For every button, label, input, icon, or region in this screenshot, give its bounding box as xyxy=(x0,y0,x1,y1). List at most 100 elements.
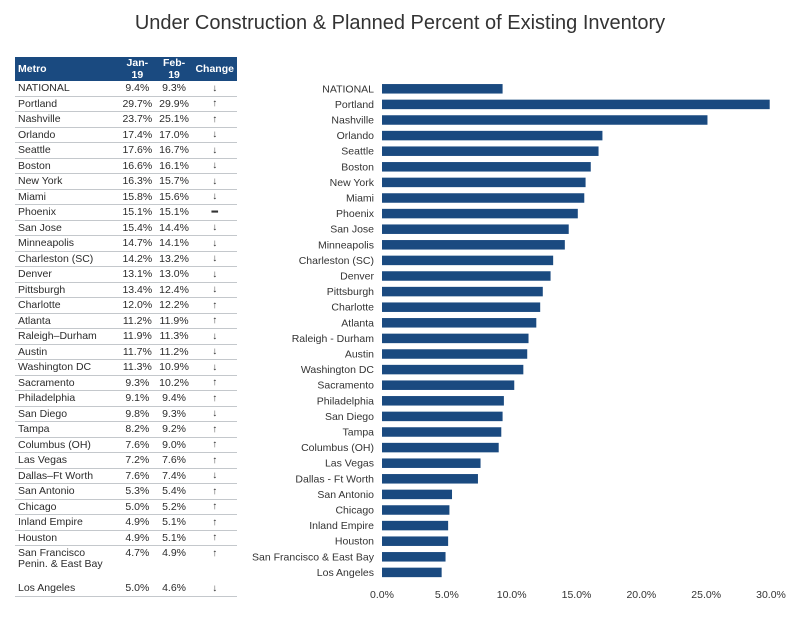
metro-cell: San Diego xyxy=(15,406,119,422)
arrow-down-icon: ↓ xyxy=(192,235,237,252)
metro-cell: Raleigh–Durham xyxy=(15,328,119,345)
jan-value-cell: 14.7% xyxy=(119,235,156,252)
category-label: Inland Empire xyxy=(309,520,374,532)
bar xyxy=(382,162,591,172)
feb-value-cell: 11.3% xyxy=(155,328,193,345)
arrow-down-icon: ↓ xyxy=(192,81,237,97)
feb-value-cell: 12.4% xyxy=(155,282,193,298)
category-label: Austin xyxy=(345,349,374,361)
header-metro: Metro xyxy=(15,57,119,81)
bar xyxy=(382,240,565,250)
table-row: San Diego 9.8% 9.3% ↓ xyxy=(15,406,237,422)
table-row: Charleston (SC) 14.2% 13.2% ↓ xyxy=(15,251,237,267)
category-label: San Antonio xyxy=(317,489,374,501)
table-row: San Jose 15.4% 14.4% ↓ xyxy=(15,220,237,236)
arrow-up-icon: ↑ xyxy=(192,297,237,314)
category-label: NATIONAL xyxy=(322,83,374,95)
arrow-up-icon: ↑ xyxy=(192,452,237,469)
feb-value-cell: 9.3% xyxy=(155,406,193,422)
metro-cell: Washington DC xyxy=(15,359,119,376)
arrow-down-icon: ↓ xyxy=(192,328,237,345)
feb-value-cell: 9.2% xyxy=(155,421,193,438)
metro-cell: Seattle xyxy=(15,142,119,159)
jan-value-cell: 4.7% xyxy=(119,545,156,580)
bar xyxy=(382,536,449,546)
metro-cell: Denver xyxy=(15,266,119,283)
table-row: New York 16.3% 15.7% ↓ xyxy=(15,173,237,190)
dash-icon: ━ xyxy=(192,204,237,221)
arrow-up-icon: ↑ xyxy=(192,390,237,407)
table-row: Charlotte 12.0% 12.2% ↑ xyxy=(15,297,237,314)
table-row: Orlando 17.4% 17.0% ↓ xyxy=(15,127,237,143)
arrow-up-icon: ↑ xyxy=(192,514,237,531)
metro-cell: Nashville xyxy=(15,111,119,128)
bar xyxy=(382,380,515,390)
table-row: Atlanta 11.2% 11.9% ↑ xyxy=(15,313,237,329)
jan-value-cell: 13.4% xyxy=(119,282,156,298)
bar xyxy=(382,224,569,234)
bar xyxy=(382,333,529,344)
table-row: Tampa 8.2% 9.2% ↑ xyxy=(15,421,237,438)
arrow-up-icon: ↑ xyxy=(192,530,237,546)
bar xyxy=(382,520,449,531)
table-row: Seattle 17.6% 16.7% ↓ xyxy=(15,142,237,159)
category-label: Boston xyxy=(341,161,374,173)
category-label: Phoenix xyxy=(336,208,375,220)
x-tick-label: 20.0% xyxy=(626,589,656,601)
metro-cell: Charlotte xyxy=(15,297,119,314)
metro-cell: Orlando xyxy=(15,127,119,143)
bar xyxy=(382,364,524,375)
table-row: Houston 4.9% 5.1% ↑ xyxy=(15,530,237,546)
header-feb: Feb-19 xyxy=(155,57,193,81)
table-row: Chicago 5.0% 5.2% ↑ xyxy=(15,499,237,515)
bar xyxy=(382,411,503,422)
arrow-down-icon: ↓ xyxy=(192,220,237,236)
jan-value-cell: 12.0% xyxy=(119,297,156,314)
category-label: Las Vegas xyxy=(325,458,374,470)
metro-cell: San Antonio xyxy=(15,483,119,500)
metro-cell: Boston xyxy=(15,158,119,174)
feb-value-cell: 5.1% xyxy=(155,514,193,531)
feb-value-cell: 9.4% xyxy=(155,390,193,407)
bar xyxy=(382,99,770,110)
metro-cell: Austin xyxy=(15,344,119,360)
metro-cell: Las Vegas xyxy=(15,452,119,469)
category-label: Atlanta xyxy=(341,317,374,329)
category-label: Pittsburgh xyxy=(327,286,374,298)
bar xyxy=(382,208,578,219)
category-label: Dallas - Ft Worth xyxy=(295,473,374,485)
arrow-up-icon: ↑ xyxy=(192,545,237,580)
bar xyxy=(382,349,528,359)
metro-cell: Pittsburgh xyxy=(15,282,119,298)
category-label: Seattle xyxy=(341,146,374,158)
x-tick-label: 15.0% xyxy=(562,589,592,601)
arrow-down-icon: ↓ xyxy=(192,359,237,376)
jan-value-cell: 23.7% xyxy=(119,111,156,128)
header-change: Change xyxy=(192,57,237,81)
feb-value-cell: 11.2% xyxy=(155,344,193,360)
feb-value-cell: 15.7% xyxy=(155,173,193,190)
arrow-down-icon: ↓ xyxy=(192,406,237,422)
feb-value-cell: 7.6% xyxy=(155,452,193,469)
arrow-up-icon: ↑ xyxy=(192,313,237,329)
bar xyxy=(382,458,481,468)
arrow-down-icon: ↓ xyxy=(192,158,237,174)
table-row: Inland Empire 4.9% 5.1% ↑ xyxy=(15,514,237,531)
metro-cell: Chicago xyxy=(15,499,119,515)
jan-value-cell: 17.4% xyxy=(119,127,156,143)
feb-value-cell: 5.2% xyxy=(155,499,193,515)
jan-value-cell: 9.8% xyxy=(119,406,156,422)
table-row: Las Vegas 7.2% 7.6% ↑ xyxy=(15,452,237,469)
metro-cell: Inland Empire xyxy=(15,514,119,531)
category-label: Houston xyxy=(335,536,374,548)
table-row: Washington DC 11.3% 10.9% ↓ xyxy=(15,359,237,376)
feb-value-cell: 7.4% xyxy=(155,468,193,484)
table-row: Denver 13.1% 13.0% ↓ xyxy=(15,266,237,283)
metro-cell: Columbus (OH) xyxy=(15,437,119,453)
jan-value-cell: 9.3% xyxy=(119,375,156,391)
category-label: Chicago xyxy=(335,505,374,517)
arrow-down-icon: ↓ xyxy=(192,251,237,267)
category-label: Minneapolis xyxy=(318,239,374,251)
table-row: Raleigh–Durham 11.9% 11.3% ↓ xyxy=(15,328,237,345)
arrow-down-icon: ↓ xyxy=(192,189,237,205)
